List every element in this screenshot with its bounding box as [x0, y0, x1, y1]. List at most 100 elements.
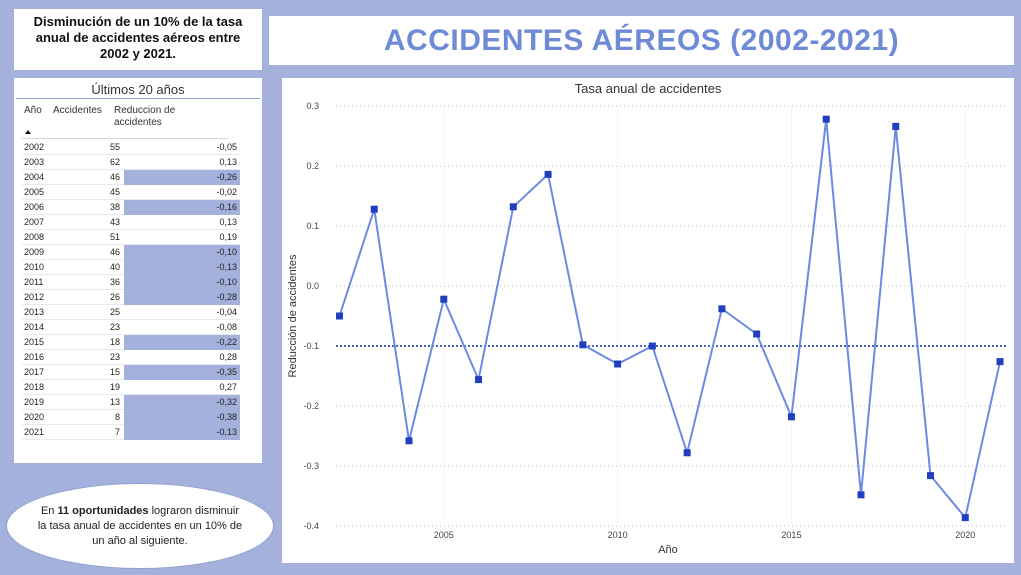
table-row[interactable]: 2007 43 0,13: [22, 215, 240, 230]
cell-reduction: 0,13: [219, 157, 237, 167]
cell-accidents: 13: [109, 397, 120, 407]
data-point[interactable]: [648, 342, 656, 350]
cell-reduction: 0,19: [219, 232, 237, 242]
data-point[interactable]: [370, 205, 378, 213]
cell-accidents: 8: [114, 412, 120, 422]
table-row[interactable]: 2006 38 -0,16: [22, 200, 240, 215]
accidents-table: Últimos 20 años Año Accidentes Reduccion…: [14, 78, 262, 463]
table-row[interactable]: 2019 13 -0,32: [22, 395, 240, 410]
insight-highlight: 11 oportunidades: [57, 504, 149, 517]
table-row[interactable]: 2020 8 -0,38: [22, 410, 240, 425]
cell-accidents: 45: [109, 187, 120, 197]
cell-year: 2017: [24, 367, 45, 377]
x-tick-label: 2015: [781, 530, 801, 540]
y-tick-label: -0.4: [303, 521, 319, 531]
y-tick-label: 0.1: [306, 221, 319, 231]
table-row[interactable]: 2011 36 -0,10: [22, 275, 240, 290]
table-row[interactable]: 2021 7 -0,13: [22, 425, 240, 440]
cell-accidents: 40: [109, 262, 120, 272]
cell-year: 2008: [24, 232, 45, 242]
cell-accidents: 7: [114, 427, 120, 437]
cell-reduction: -0,13: [124, 260, 240, 275]
data-point[interactable]: [579, 341, 587, 349]
table-row[interactable]: 2018 19 0,27: [22, 380, 240, 395]
table-row[interactable]: 2012 26 -0,28: [22, 290, 240, 305]
data-point[interactable]: [509, 203, 517, 211]
data-point[interactable]: [683, 449, 691, 457]
x-tick-label: 2005: [434, 530, 454, 540]
data-point[interactable]: [961, 514, 969, 522]
cell-accidents: 38: [109, 202, 120, 212]
chart-card: Tasa anual de accidentes 0.3 0.2 0.1 0.0 -0.1…: [282, 78, 1014, 563]
table-row[interactable]: 2003 62 0,13: [22, 155, 240, 170]
cell-reduction: -0,28: [124, 290, 240, 305]
insight-prefix: En: [40, 504, 58, 517]
cell-accidents: 46: [109, 247, 120, 257]
cell-accidents: 18: [109, 337, 120, 347]
page-title: ACCIDENTES AÉREOS (2002-2021): [383, 23, 900, 57]
data-point[interactable]: [857, 491, 865, 499]
cell-accidents: 23: [109, 352, 120, 362]
data-point[interactable]: [614, 360, 622, 368]
cell-reduction: -0,13: [124, 425, 240, 440]
data-point[interactable]: [405, 437, 413, 445]
y-tick-label: 0.2: [306, 161, 319, 171]
cell-reduction: 0,28: [219, 352, 237, 362]
x-axis-label: Año: [658, 544, 678, 556]
data-point[interactable]: [996, 358, 1004, 366]
cell-year: 2011: [24, 277, 44, 287]
column-header-accidents[interactable]: Accidentes: [53, 105, 102, 116]
table-row[interactable]: 2004 46 -0,26: [22, 170, 240, 185]
table-row[interactable]: 2005 45 -0,02: [22, 185, 240, 200]
cell-accidents: 26: [109, 292, 120, 302]
data-point[interactable]: [475, 376, 483, 384]
data-point[interactable]: [718, 305, 726, 313]
cell-reduction: -0,04: [216, 307, 237, 317]
cell-accidents: 51: [109, 232, 120, 242]
cell-year: 2006: [24, 202, 45, 212]
cell-year: 2003: [24, 157, 45, 167]
data-point[interactable]: [927, 472, 935, 480]
cell-accidents: 46: [109, 172, 120, 182]
cell-year: 2007: [24, 217, 45, 227]
table-row[interactable]: 2009 46 -0,10: [22, 245, 240, 260]
cell-year: 2020: [24, 412, 45, 422]
column-header-reduction[interactable]: Reduccion de accidentes: [114, 105, 176, 128]
cell-year: 2016: [24, 352, 45, 362]
insight-note: En 11 oportunidades lograron disminuir l…: [6, 483, 274, 569]
line-chart: Tasa anual de accidentes 0.3 0.2 0.1 0.0 -0.1…: [287, 81, 1007, 556]
cell-reduction: -0,32: [124, 395, 240, 410]
y-tick-label: 0.0: [306, 281, 319, 291]
cell-reduction: -0,02: [216, 187, 237, 197]
table-row[interactable]: 2013 25 -0,04: [22, 305, 240, 320]
insight-suffix: lograron disminuir la tasa anual de acci…: [37, 504, 243, 547]
sort-ascending-icon[interactable]: [25, 130, 31, 134]
data-point[interactable]: [335, 312, 343, 320]
table-row[interactable]: 2017 15 -0,35: [22, 365, 240, 380]
data-point[interactable]: [822, 115, 830, 123]
data-point[interactable]: [440, 295, 448, 303]
cell-accidents: 43: [109, 217, 120, 227]
data-point[interactable]: [753, 330, 761, 338]
data-point[interactable]: [892, 122, 900, 130]
header-divider: [22, 138, 228, 139]
cell-reduction: -0,16: [124, 200, 240, 215]
table-body: 2002 55 -0,05 2003 62 0,13 2004 46 -0,26 2005 45 -0…: [22, 140, 240, 440]
table-row[interactable]: 2008 51 0,19: [22, 230, 240, 245]
table-row[interactable]: 2016 23 0,28: [22, 350, 240, 365]
chart-title: Tasa anual de accidentes: [575, 81, 722, 96]
y-tick-label: -0.2: [303, 401, 319, 411]
table-row[interactable]: 2002 55 -0,05: [22, 140, 240, 155]
series-line: [338, 118, 1002, 519]
table-row[interactable]: 2014 23 -0,08: [22, 320, 240, 335]
cell-accidents: 23: [109, 322, 120, 332]
column-header-year[interactable]: Año: [24, 105, 42, 116]
table-row[interactable]: 2010 40 -0,13: [22, 260, 240, 275]
data-point[interactable]: [544, 170, 552, 178]
data-point[interactable]: [787, 413, 795, 421]
y-axis-label: Reducción de accidentes: [287, 254, 299, 377]
table-row[interactable]: 2015 18 -0,22: [22, 335, 240, 350]
cell-year: 2004: [24, 172, 45, 182]
cell-year: 2013: [24, 307, 45, 317]
insight-text: En 11 oportunidades lograron disminuir l…: [37, 504, 243, 549]
